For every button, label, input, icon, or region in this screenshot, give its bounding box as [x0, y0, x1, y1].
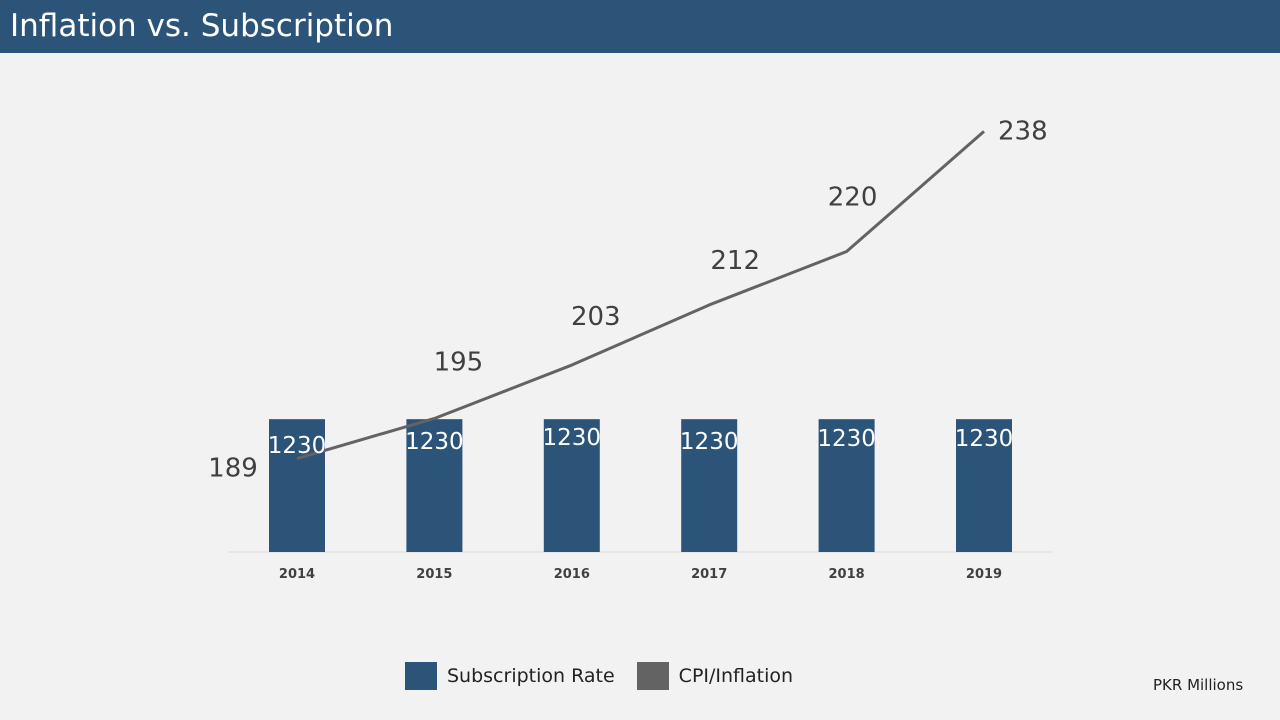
x-tick-label-2014: 2014	[279, 567, 315, 582]
bar-2017	[681, 419, 738, 552]
line-label-2019: 238	[998, 116, 1048, 146]
line-layer	[296, 130, 985, 460]
legend: Subscription Rate CPI/Inflation	[405, 660, 815, 692]
legend-swatch-cpi	[636, 662, 669, 690]
bar-2014	[269, 419, 325, 552]
cpi-line	[296, 130, 985, 460]
line-label-2015: 195	[434, 347, 484, 377]
legend-item-cpi: CPI/Inflation	[636, 662, 794, 690]
units-note: PKR Millions	[1153, 676, 1244, 694]
bar-label-2019: 1230	[955, 426, 1014, 452]
x-tick-label-2019: 2019	[966, 567, 1002, 582]
line-label-2017: 212	[710, 246, 760, 276]
bar-label-2015: 1230	[405, 429, 464, 455]
bar-label-2016: 1230	[543, 425, 602, 451]
line-label-2014: 189	[208, 454, 258, 484]
legend-item-subscription: Subscription Rate	[405, 662, 615, 690]
labels-layer: 1230 1230 1230 1230 1230 1230 189 195 203 212 220 2…	[208, 116, 1047, 582]
bars-layer	[269, 419, 1012, 552]
title-bar: Inflation vs. Subscription	[0, 0, 1280, 53]
bar-2019	[956, 419, 1012, 552]
x-tick-label-2016: 2016	[554, 567, 590, 582]
bar-2016	[543, 419, 600, 552]
x-tick-label-2018: 2018	[829, 567, 865, 582]
bar-label-2014: 1230	[268, 433, 327, 459]
legend-label-subscription: Subscription Rate	[447, 665, 615, 687]
bar-2015	[406, 419, 463, 552]
legend-label-cpi: CPI/Inflation	[678, 665, 794, 687]
bar-label-2018: 1230	[817, 426, 876, 452]
bar-2018	[818, 419, 875, 552]
legend-swatch-subscription	[405, 662, 437, 690]
x-tick-label-2017: 2017	[691, 567, 727, 582]
page-title: Inflation vs. Subscription	[10, 8, 394, 44]
line-label-2016: 203	[571, 302, 621, 332]
line-label-2018: 220	[828, 183, 878, 213]
x-tick-label-2015: 2015	[416, 567, 452, 582]
bar-label-2017: 1230	[680, 429, 739, 455]
